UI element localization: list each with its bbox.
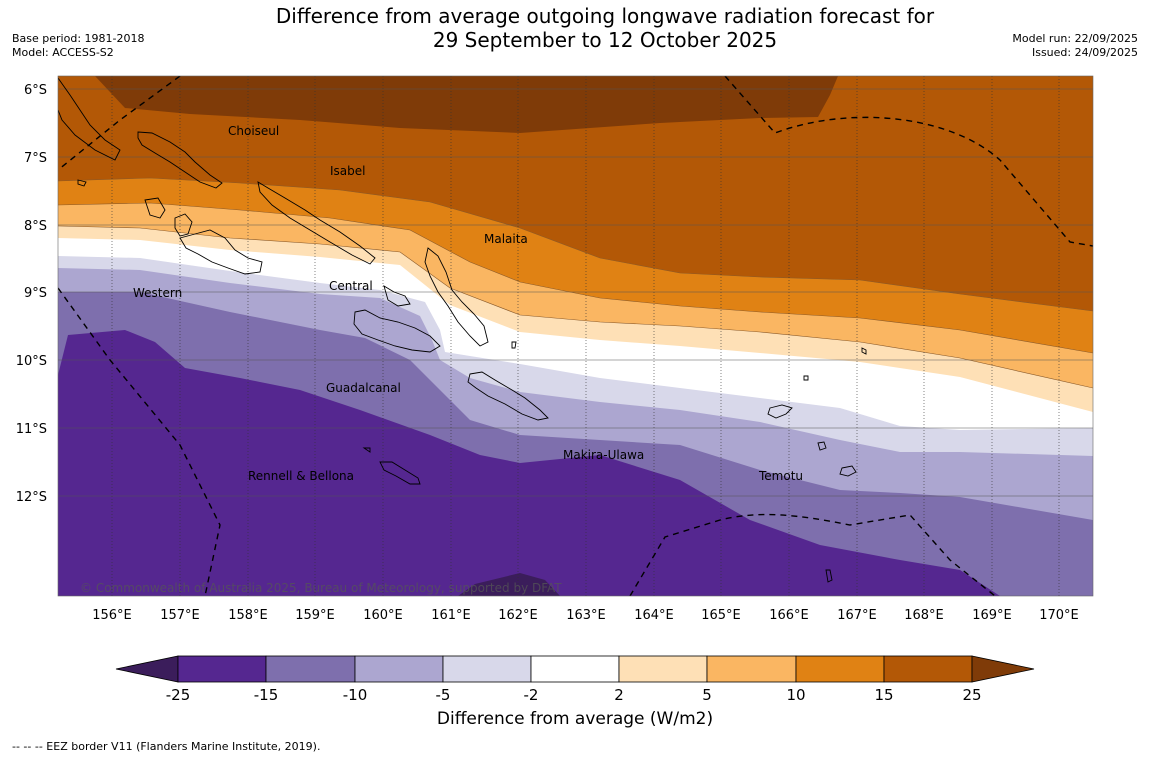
colorbar xyxy=(115,655,1035,683)
label-malaita: Malaita xyxy=(484,232,528,246)
colorbar-tick-label: 25 xyxy=(962,686,982,704)
colorbar-segment xyxy=(795,655,885,683)
lon-label: 165°E xyxy=(701,608,741,623)
colorbar-segment xyxy=(354,655,444,683)
colorbar-tick-label: -25 xyxy=(165,686,191,704)
colorbar-tick-label: -2 xyxy=(523,686,539,704)
label-guadalcanal: Guadalcanal xyxy=(326,381,401,395)
model-run: Model run: 22/09/2025 xyxy=(1012,32,1138,45)
issued-date: Issued: 24/09/2025 xyxy=(1031,46,1138,59)
lon-label: 166°E xyxy=(769,608,809,623)
colorbar-tick-label: -10 xyxy=(342,686,368,704)
eez-footnote: -- -- -- EEZ border V11 (Flanders Marine… xyxy=(12,740,321,753)
lat-label: 6°S xyxy=(24,83,47,98)
lon-label: 156°E xyxy=(92,608,132,623)
lon-label: 169°E xyxy=(972,608,1012,623)
lon-label: 159°E xyxy=(295,608,335,623)
meta-right: Model run: 22/09/2025 Issued: 24/09/2025 xyxy=(1012,32,1138,60)
label-choiseul: Choiseul xyxy=(228,124,279,138)
band-above-25 xyxy=(58,76,838,133)
coastlines xyxy=(58,77,867,583)
lat-label: 11°S xyxy=(16,422,47,437)
colorbar-segment xyxy=(265,655,356,683)
eez-border xyxy=(58,76,1093,596)
lon-label: 167°E xyxy=(837,608,877,623)
colorbar-tick-label: -5 xyxy=(435,686,451,704)
lon-label: 162°E xyxy=(498,608,538,623)
lat-label: 12°S xyxy=(16,490,47,505)
model-name: Model: ACCESS-S2 xyxy=(12,46,114,59)
band-minus25-minus15 xyxy=(58,330,1000,596)
lon-label: 164°E xyxy=(634,608,674,623)
lat-label: 8°S xyxy=(24,219,47,234)
colorbar-segment xyxy=(177,655,267,683)
base-period: Base period: 1981-2018 xyxy=(12,32,145,45)
colorbar-segment xyxy=(618,655,708,683)
label-temotu: Temotu xyxy=(758,469,803,483)
lon-label: 161°E xyxy=(431,608,471,623)
colorbar-tick-label: 5 xyxy=(702,686,712,704)
lon-label: 158°E xyxy=(228,608,268,623)
label-central: Central xyxy=(329,279,373,293)
band-below-25 xyxy=(458,573,560,596)
label-makira-ulawa: Makira-Ulawa xyxy=(563,448,644,462)
meta-left: Base period: 1981-2018 Model: ACCESS-S2 xyxy=(12,32,144,60)
colorbar-segment xyxy=(883,655,973,683)
lon-label: 168°E xyxy=(904,608,944,623)
colorbar-segment xyxy=(530,655,620,683)
label-rennell-bellona: Rennell & Bellona xyxy=(248,469,354,483)
lat-label: 7°S xyxy=(24,151,47,166)
colorbar-tick-label: 15 xyxy=(874,686,894,704)
lat-gridlines xyxy=(58,88,1093,497)
lon-label: 157°E xyxy=(160,608,200,623)
lon-label: 160°E xyxy=(363,608,403,623)
colorbar-extend-low xyxy=(115,655,179,683)
colorbar-tick-label: 10 xyxy=(786,686,806,704)
lat-label: 9°S xyxy=(24,286,47,301)
colorbar-tick-label: -15 xyxy=(253,686,279,704)
map-frame xyxy=(57,75,1094,597)
label-isabel: Isabel xyxy=(330,164,365,178)
forecast-map: © Commonwealth of Australia 2025, Bureau… xyxy=(16,75,1094,623)
title-line-2: 29 September to 12 October 2025 xyxy=(432,28,778,52)
colorbar-extend-high xyxy=(971,655,1035,683)
lon-label: 163°E xyxy=(566,608,606,623)
map-copyright: © Commonwealth of Australia 2025, Bureau… xyxy=(80,581,562,595)
lon-label: 170°E xyxy=(1039,608,1079,623)
label-western: Western xyxy=(133,286,182,300)
colorbar-segment xyxy=(442,655,532,683)
lat-label: 10°S xyxy=(16,354,47,369)
title-line-1: Difference from average outgoing longwav… xyxy=(275,4,935,28)
colorbar-segment xyxy=(706,655,797,683)
colorbar-title: Difference from average (W/m2) xyxy=(436,709,714,729)
colorbar-tick-label: 2 xyxy=(614,686,624,704)
chart-title: Difference from average outgoing longwav… xyxy=(200,4,1010,52)
